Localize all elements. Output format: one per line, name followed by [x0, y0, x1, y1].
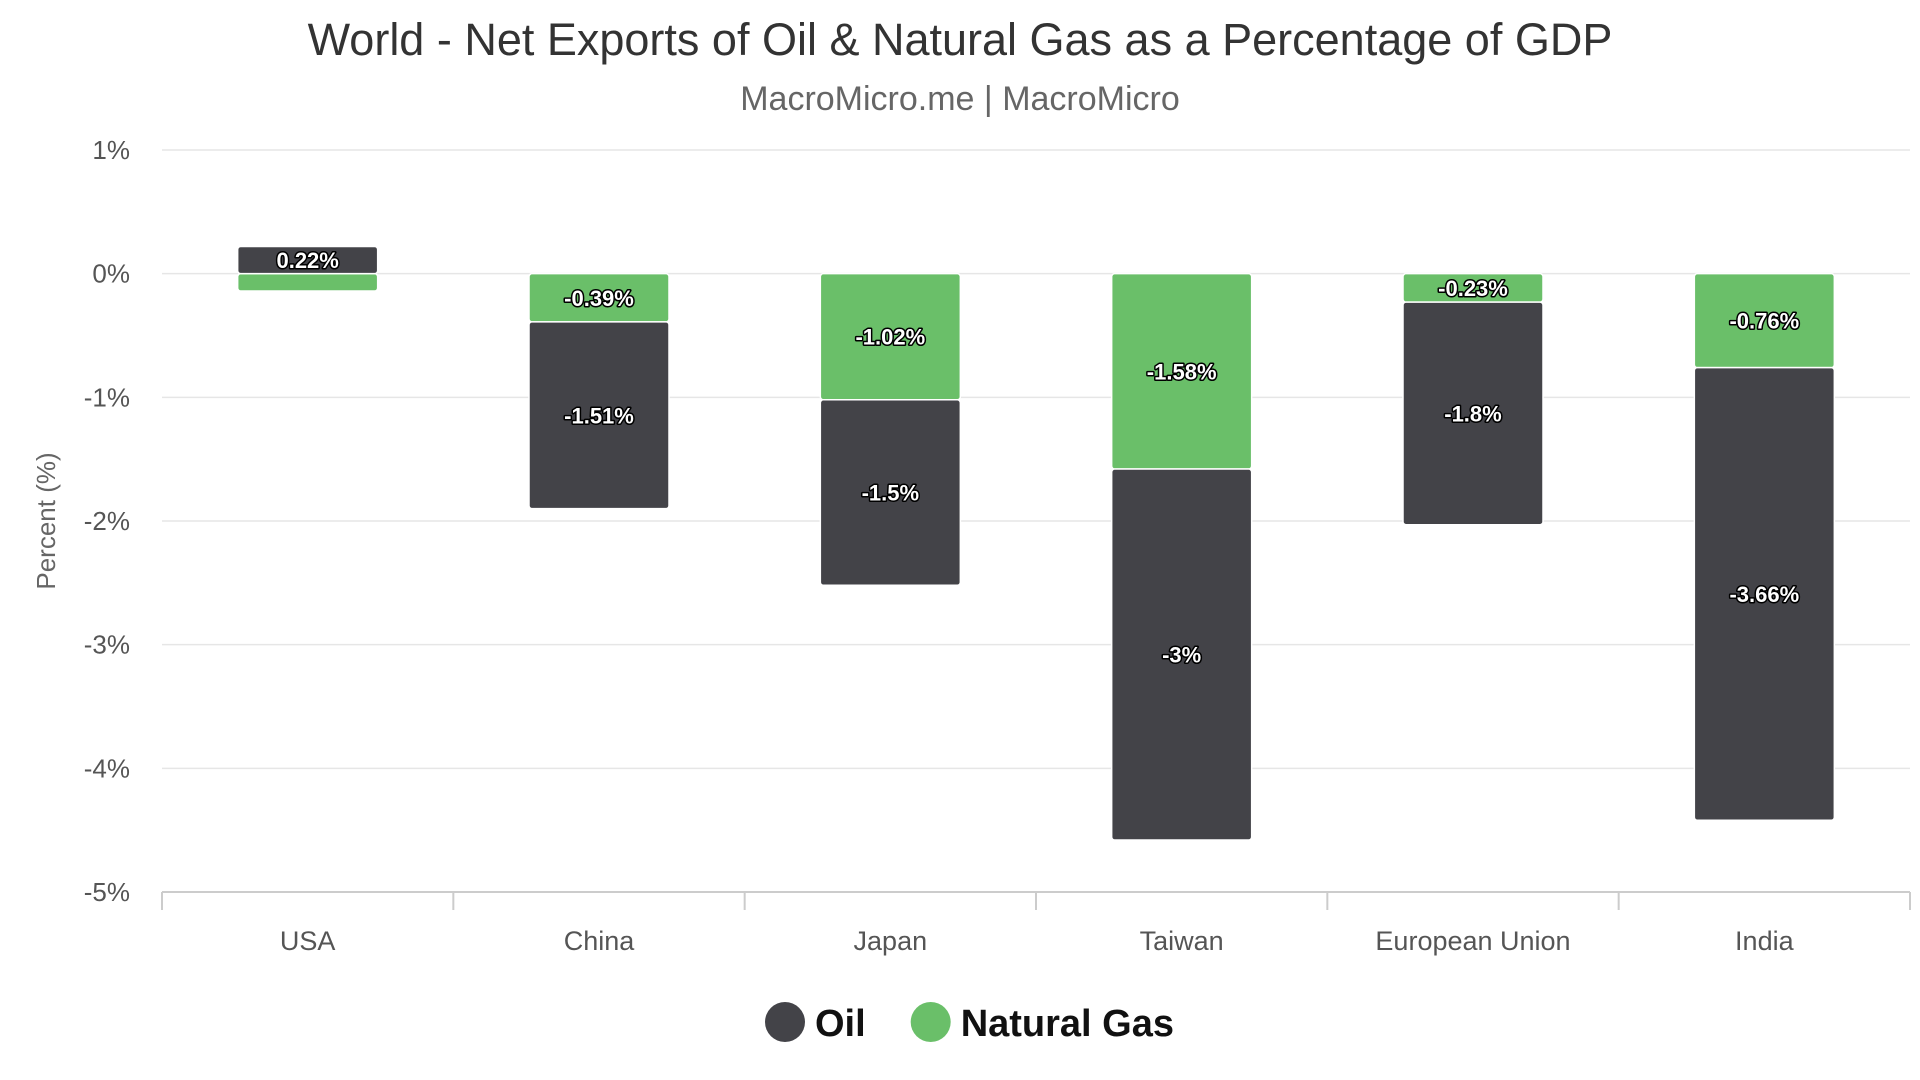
- y-axis-title: Percent (%): [31, 452, 61, 589]
- chart-title: World - Net Exports of Oil & Natural Gas…: [307, 14, 1613, 65]
- data-label: -0.76%: [1729, 309, 1799, 334]
- legend-label-natural-gas[interactable]: Natural Gas: [961, 1003, 1174, 1045]
- data-label: -3.66%: [1729, 582, 1799, 607]
- bar-oil-usa[interactable]: [236, 245, 379, 275]
- bar-oil-european-union[interactable]: [1402, 301, 1544, 526]
- bar-oil-china[interactable]: [528, 321, 670, 510]
- legend-marker-natural-gas[interactable]: [910, 1002, 951, 1042]
- bar-oil-india[interactable]: [1693, 366, 1836, 822]
- category-label: China: [564, 926, 636, 956]
- data-label: 0.22%: [276, 248, 338, 273]
- y-tick-label: -4%: [84, 753, 130, 783]
- y-tick-label: 1%: [92, 135, 130, 165]
- data-label: -1.8%: [1444, 401, 1501, 426]
- data-label: -1.5%: [862, 481, 919, 506]
- data-label: -1.02%: [855, 325, 925, 350]
- data-label: -3%: [1162, 643, 1201, 668]
- y-tick-label: -3%: [84, 630, 130, 660]
- y-tick-label: -5%: [84, 877, 130, 907]
- category-label: India: [1735, 926, 1795, 956]
- data-label: -0.23%: [1438, 276, 1508, 301]
- category-label: Japan: [854, 926, 928, 956]
- category-label: European Union: [1375, 926, 1570, 956]
- bar-oil-taiwan[interactable]: [1110, 468, 1253, 841]
- category-label: Taiwan: [1140, 926, 1224, 956]
- bar-natural-gas-usa[interactable]: [236, 272, 379, 292]
- bar-oil-japan[interactable]: [819, 399, 962, 587]
- chart-subtitle: MacroMicro.me | MacroMicro: [740, 80, 1180, 118]
- y-tick-label: 0%: [92, 259, 130, 289]
- data-label: -0.39%: [564, 286, 634, 311]
- legend-label-oil[interactable]: Oil: [815, 1003, 866, 1045]
- category-label: USA: [280, 926, 336, 956]
- legend-marker-oil[interactable]: [765, 1002, 805, 1042]
- data-label: -1.51%: [564, 403, 634, 428]
- data-label: -1.58%: [1147, 359, 1217, 384]
- y-tick-label: -2%: [84, 506, 130, 536]
- y-tick-label: -1%: [84, 382, 130, 412]
